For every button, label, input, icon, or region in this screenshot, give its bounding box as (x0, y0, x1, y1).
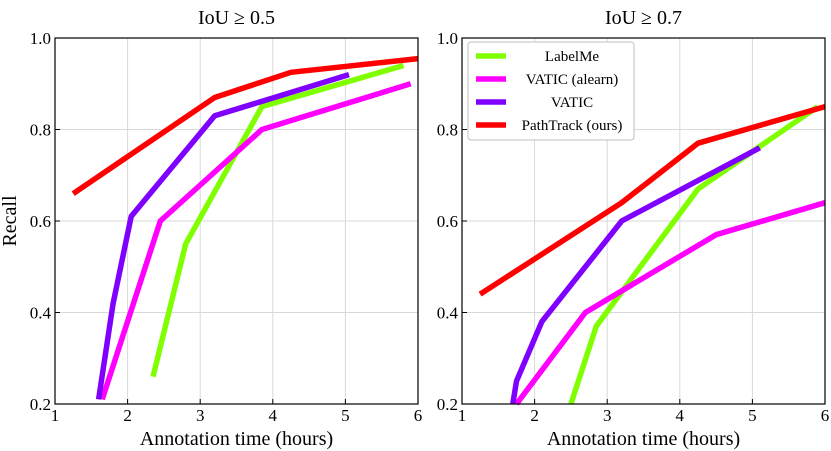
legend-box (467, 41, 635, 141)
legend: LabelMe VATIC (alearn) VATIC PathTrack (our… (467, 41, 635, 141)
y-tick-label: 0.4 (437, 304, 459, 323)
series-line-vatic (510, 145, 761, 405)
x-tick-label: 4 (676, 406, 685, 425)
x-tick-label: 2 (123, 406, 132, 425)
legend-entry: PathTrack (ours) (522, 118, 623, 134)
legend-entry: LabelMe (545, 49, 599, 65)
x-tick-label: 1 (51, 406, 60, 425)
y-tick-label: 0.2 (30, 395, 51, 414)
y-tick-label: 0.4 (30, 304, 52, 323)
series-line-labelme (150, 62, 405, 378)
legend-entry: VATIC (alearn) (526, 72, 619, 88)
chart-title: IoU ≥ 0.5 (198, 7, 275, 29)
chart-panel-1: 1 2 3 4 5 6 0.2 0.4 0.6 0.8 1.0 IoU ≥ 0.5 Annotation… (0, 7, 422, 450)
y-tick-label: 0.8 (437, 121, 458, 140)
x-tick-label: 3 (603, 406, 612, 425)
series-line-labelme (568, 104, 820, 405)
x-tick-label: 1 (458, 406, 467, 425)
x-tick-label: 6 (821, 406, 830, 425)
y-tick-label: 0.6 (437, 212, 458, 231)
x-tick-label: 2 (530, 406, 539, 425)
x-tick-label: 5 (748, 406, 757, 425)
x-tick-label: 6 (414, 406, 423, 425)
x-axis-label: Annotation time (hours) (547, 428, 740, 450)
y-tick-label: 1.0 (30, 29, 51, 48)
y-tick-label: 1.0 (437, 29, 458, 48)
series-line-vatic (95, 71, 350, 400)
x-axis-label: Annotation time (hours) (140, 428, 333, 450)
y-axis-label: Recall (0, 195, 21, 247)
x-tick-label: 3 (196, 406, 205, 425)
chart-title: IoU ≥ 0.7 (605, 7, 682, 29)
chart-panel-2: 1 2 3 4 5 6 0.2 0.4 0.6 0.8 1.0 IoU ≥ 0.7 Annotation… (437, 7, 830, 450)
series-line-vatic-alearn (99, 81, 412, 401)
x-tick-label: 5 (341, 406, 350, 425)
legend-entry: VATIC (551, 95, 593, 111)
x-tick-label: 4 (269, 406, 278, 425)
y-tick-label: 0.2 (437, 395, 458, 414)
series-line-vatic-alearn (514, 200, 826, 406)
series-line-pathtrack-ours (71, 55, 419, 196)
y-tick-label: 0.8 (30, 121, 51, 140)
series-line-pathtrack-ours (478, 103, 826, 297)
y-tick-label: 0.6 (30, 212, 51, 231)
